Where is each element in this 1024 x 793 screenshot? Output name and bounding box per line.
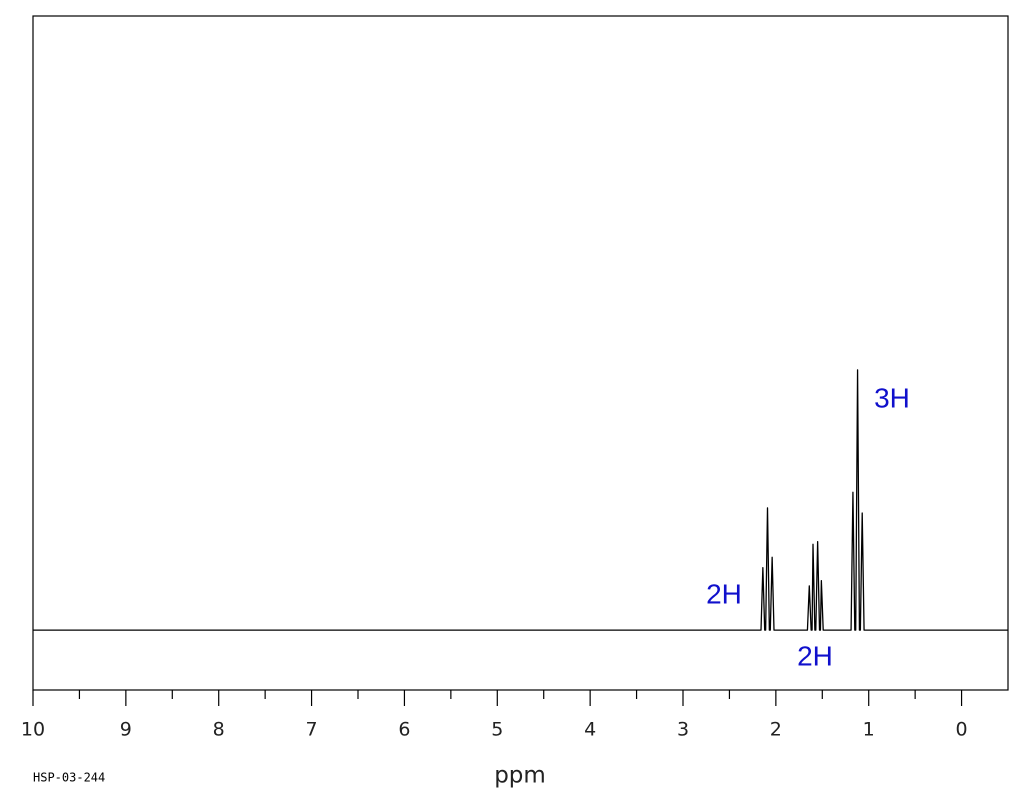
x-tick-label: 2	[770, 719, 782, 741]
integration-label: 2H	[797, 640, 833, 671]
spectrum-code: HSP-03-244	[33, 771, 105, 785]
x-tick-label: 7	[306, 719, 318, 741]
x-tick-label: 0	[956, 719, 968, 741]
x-tick-label: 8	[213, 719, 225, 741]
x-tick-label: 9	[120, 719, 132, 741]
integration-label: 3H	[874, 382, 910, 413]
plot-frame	[32, 15, 1009, 691]
x-tick-label: 10	[21, 719, 45, 741]
x-axis-label: ppm	[494, 763, 546, 789]
integration-label: 2H	[706, 578, 742, 609]
x-tick-label: 3	[677, 719, 689, 741]
x-tick-label: 5	[491, 719, 503, 741]
spectrum-line	[33, 369, 1008, 631]
x-tick-label: 4	[584, 719, 596, 741]
x-tick-label: 6	[398, 719, 410, 741]
x-tick-label: 1	[863, 719, 875, 741]
